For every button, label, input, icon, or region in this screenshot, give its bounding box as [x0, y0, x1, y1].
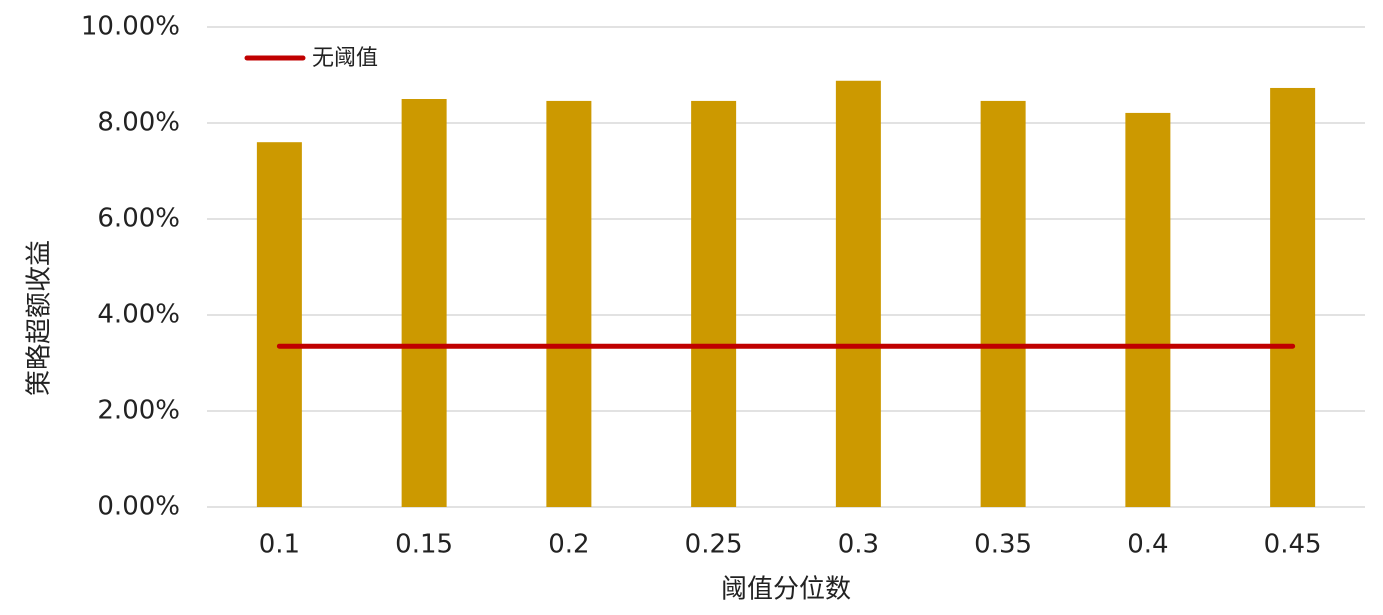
x-tick-label: 0.35	[974, 530, 1032, 560]
x-tick-label: 0.1	[259, 530, 300, 560]
bar	[1125, 112, 1171, 508]
bar	[835, 80, 881, 507]
x-tick-label: 0.2	[548, 530, 589, 560]
x-tick-label: 0.3	[838, 530, 879, 560]
y-tick-label: 6.00%	[97, 204, 180, 234]
x-tick-label: 0.45	[1264, 530, 1322, 560]
x-tick-label: 0.15	[395, 530, 453, 560]
x-tick-label: 0.25	[685, 530, 743, 560]
y-axis-title: 策略超额收益	[25, 240, 55, 396]
x-axis-title: 阈值分位数	[721, 575, 851, 605]
bar	[401, 99, 447, 507]
y-tick-label: 2.00%	[97, 396, 180, 426]
x-tick-label: 0.4	[1127, 530, 1168, 560]
bar	[1270, 87, 1316, 508]
bar	[980, 100, 1026, 508]
legend-label: 无阈值	[312, 46, 378, 71]
bar	[546, 100, 592, 508]
y-tick-label: 0.00%	[97, 492, 180, 522]
y-tick-label: 4.00%	[97, 300, 180, 330]
y-tick-label: 10.00%	[81, 12, 180, 42]
bar	[691, 100, 737, 508]
bar	[256, 142, 302, 507]
y-tick-label: 8.00%	[97, 108, 180, 138]
